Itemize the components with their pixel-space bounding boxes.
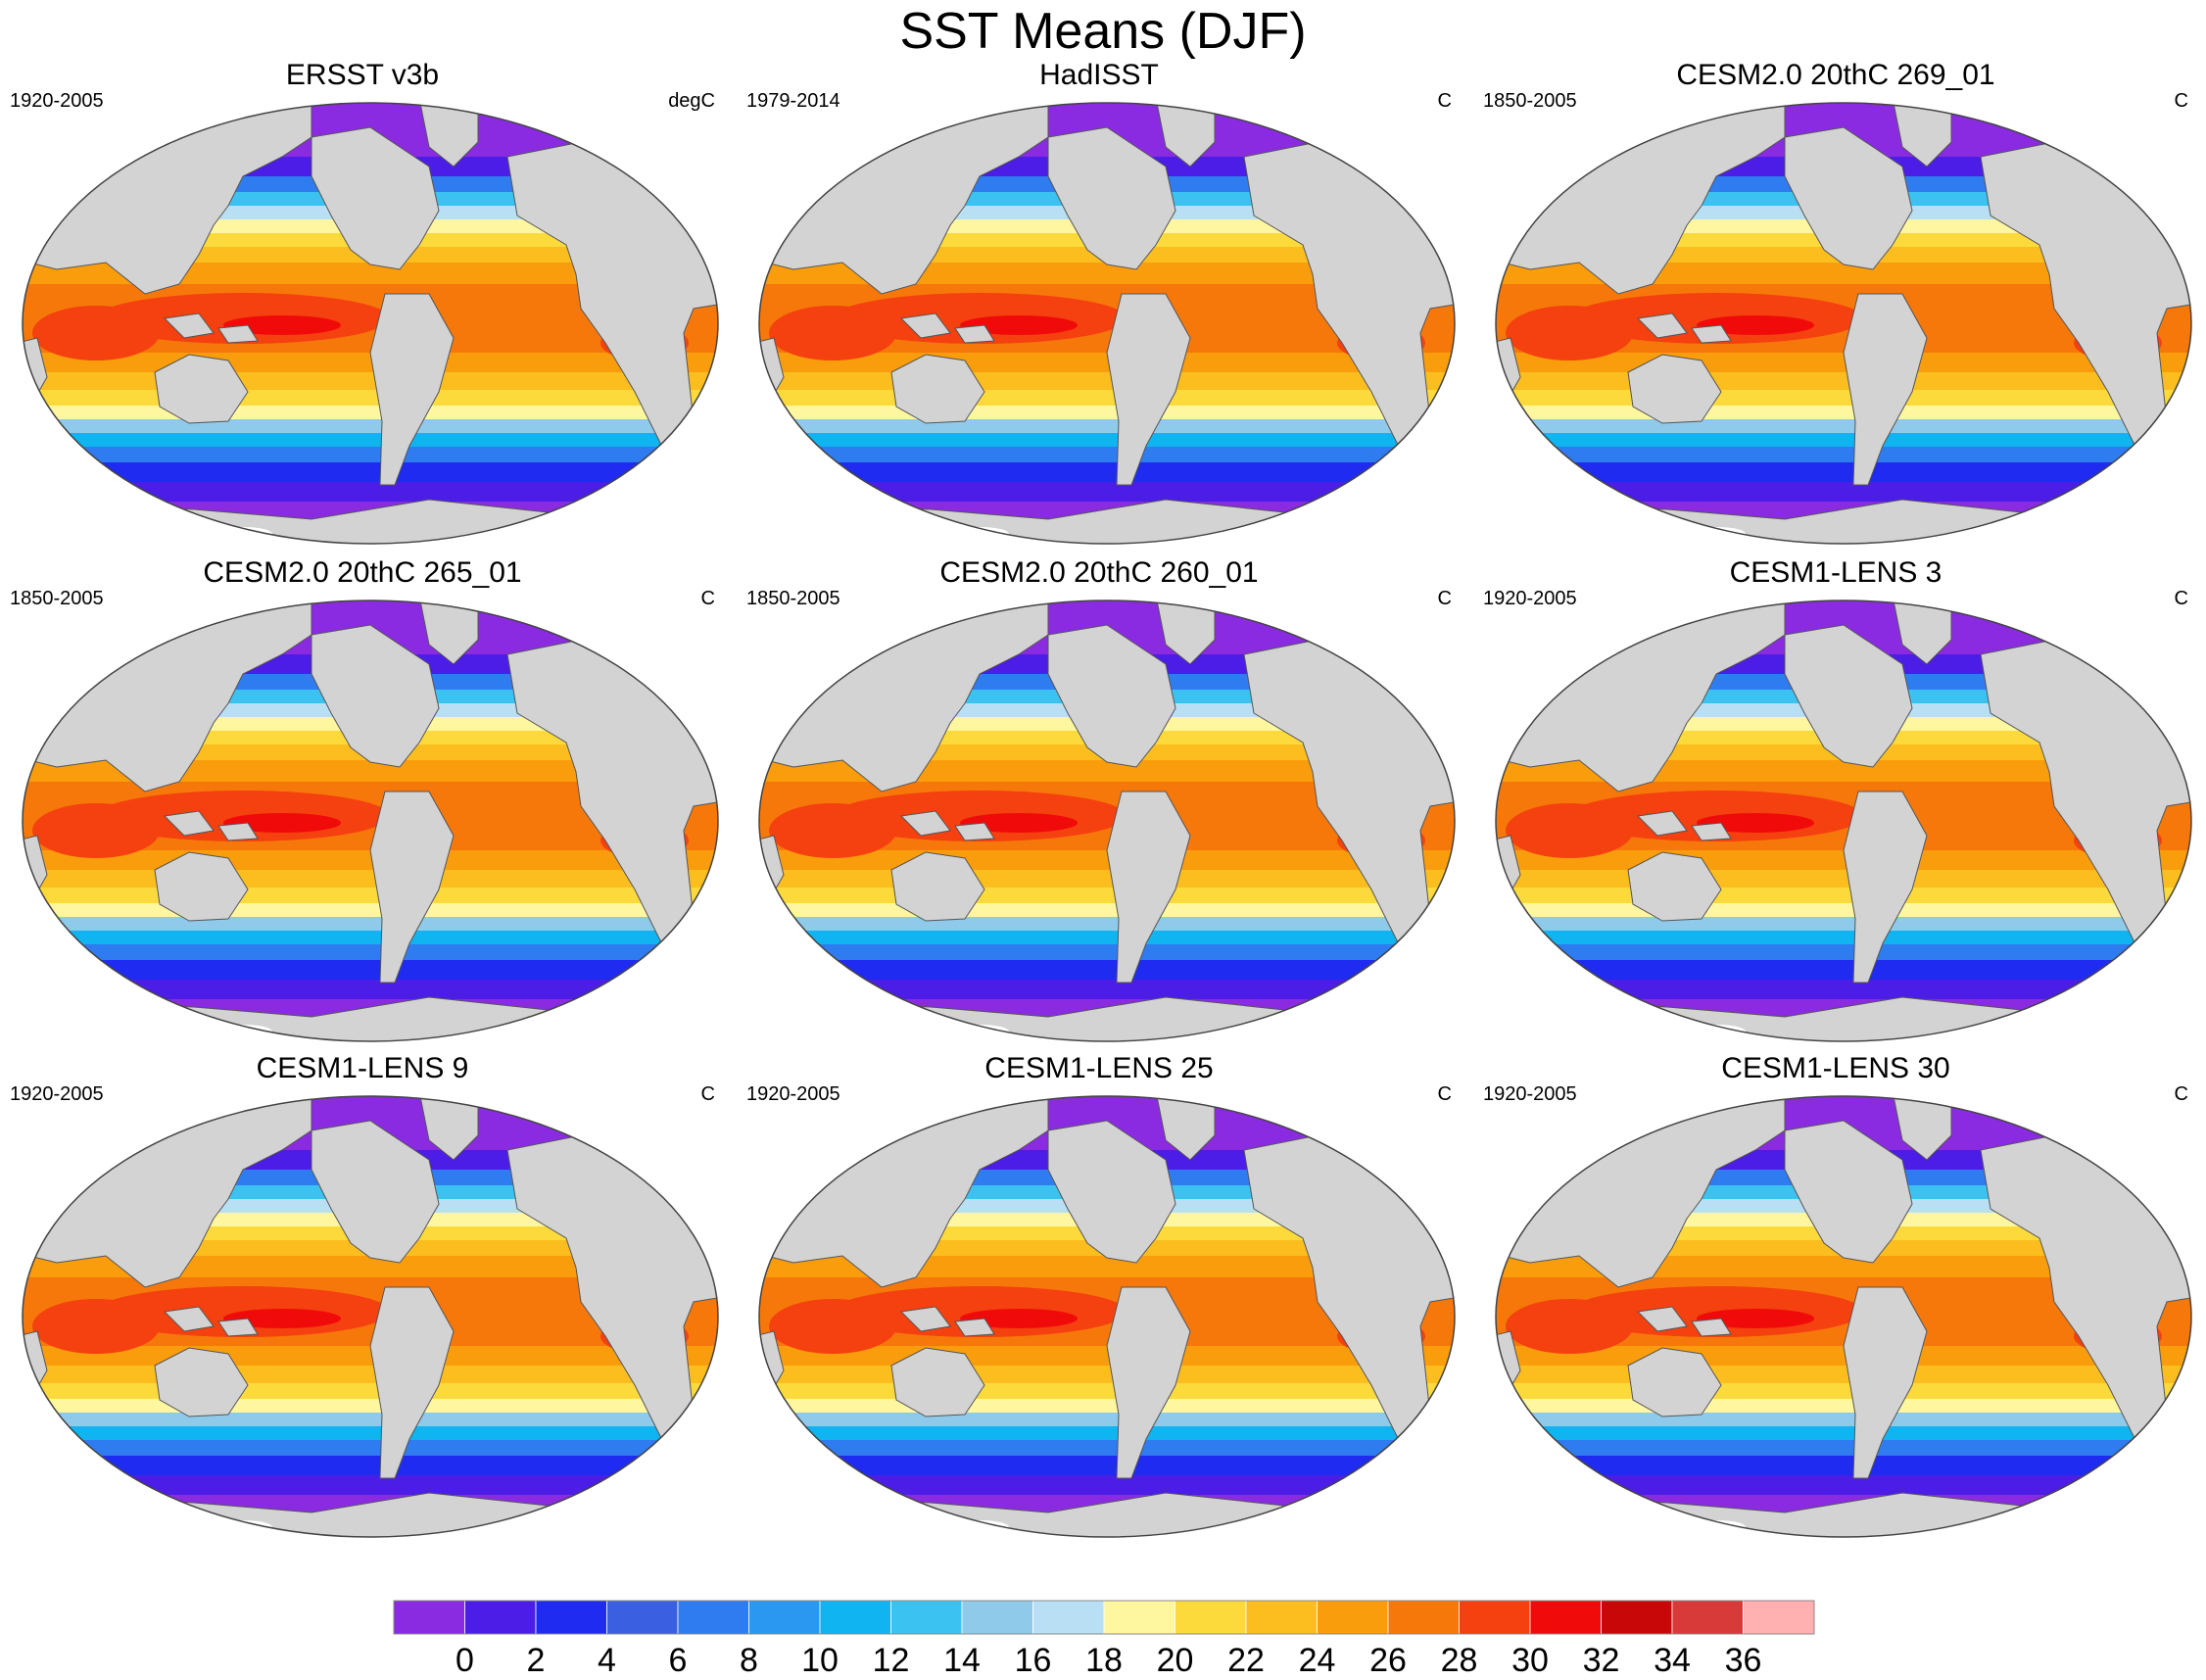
colorbar-tick-label: 2	[527, 1642, 546, 1679]
colorbar-box	[606, 1600, 679, 1635]
panel-title: CESM1-LENS 25	[984, 1052, 1214, 1084]
panel-units: C	[700, 588, 715, 609]
panel-units: degC	[668, 90, 715, 112]
colorbar-box	[1671, 1600, 1744, 1635]
colorbar-tick-label: 14	[943, 1642, 981, 1679]
panel-units: C	[2174, 588, 2188, 609]
colorbar-box	[819, 1600, 891, 1635]
panel-units: C	[2174, 90, 2188, 112]
panel-units: C	[1437, 588, 1452, 609]
panel-period: 1850-2005	[1483, 90, 1577, 112]
panel-period: 1920-2005	[1483, 588, 1577, 609]
panel-title: ERSST v3b	[285, 59, 440, 91]
colorbar-box	[535, 1600, 607, 1635]
colorbar-tick-label: 10	[801, 1642, 839, 1679]
panel-period: 1850-2005	[746, 588, 840, 609]
colorbar-tick-label: 16	[1015, 1642, 1052, 1679]
colorbar-tick-label: 24	[1299, 1642, 1336, 1679]
colorbar-box	[1032, 1600, 1105, 1635]
map-panel-1: ERSST v3b 1920-2005 degC	[0, 59, 725, 549]
sst-map	[1495, 600, 2192, 1042]
colorbar-box	[961, 1600, 1033, 1635]
colorbar-box	[393, 1600, 465, 1635]
map-panel-5: CESM2.0 20thC 260_01 1850-2005 C	[737, 556, 1462, 1046]
colorbar-box	[1317, 1600, 1389, 1635]
colorbar-box	[1387, 1600, 1460, 1635]
sst-map	[758, 1095, 1456, 1538]
colorbar-box	[464, 1600, 537, 1635]
map-panel-6: CESM1-LENS 3 1920-2005 C	[1473, 556, 2198, 1046]
colorbar-tick-label: 0	[456, 1642, 474, 1679]
sst-map	[1495, 1095, 2192, 1538]
map-panel-8: CESM1-LENS 25 1920-2005 C	[737, 1052, 1462, 1542]
sst-map	[22, 1095, 719, 1538]
colorbar-box	[1175, 1600, 1247, 1635]
map-panel-2: HadISST 1979-2014 C	[737, 59, 1462, 549]
panel-title: CESM1-LENS 9	[256, 1052, 469, 1084]
map-panel-9: CESM1-LENS 30 1920-2005 C	[1473, 1052, 2198, 1542]
colorbar-tick-label: 32	[1583, 1642, 1620, 1679]
colorbar-box	[1529, 1600, 1602, 1635]
sst-map	[758, 102, 1456, 545]
colorbar: 0 2 4 6 8 10 12 14 16 18 20 22 24 26 28 30 32 34 36	[393, 1600, 1815, 1679]
panel-title: CESM1-LENS 3	[1729, 556, 1942, 589]
panel-title: CESM2.0 20thC 260_01	[939, 556, 1259, 589]
colorbar-tick-label: 26	[1369, 1642, 1407, 1679]
panel-title: CESM1-LENS 30	[1721, 1052, 1950, 1084]
map-panel-3: CESM2.0 20thC 269_01 1850-2005 C	[1473, 59, 2198, 549]
map-panel-7: CESM1-LENS 9 1920-2005 C	[0, 1052, 725, 1542]
panel-period: 1920-2005	[1483, 1083, 1577, 1105]
panel-title: CESM2.0 20thC 265_01	[203, 556, 522, 589]
panel-period: 1979-2014	[746, 90, 840, 112]
panel-units: C	[700, 1083, 715, 1105]
sst-map	[758, 600, 1456, 1042]
panel-units: C	[1437, 1083, 1452, 1105]
panel-units: C	[1437, 90, 1452, 112]
colorbar-box	[1601, 1600, 1673, 1635]
colorbar-tick-label: 30	[1511, 1642, 1549, 1679]
panel-title: HadISST	[1039, 59, 1159, 91]
colorbar-box	[677, 1600, 749, 1635]
colorbar-tick-label: 34	[1654, 1642, 1691, 1679]
colorbar-tick-label: 4	[598, 1642, 616, 1679]
colorbar-tick-label: 28	[1441, 1642, 1478, 1679]
map-panel-4: CESM2.0 20thC 265_01 1850-2005 C	[0, 556, 725, 1046]
colorbar-box	[1245, 1600, 1318, 1635]
panel-units: C	[2174, 1083, 2188, 1105]
colorbar-box	[1459, 1600, 1531, 1635]
colorbar-tick-label: 36	[1725, 1642, 1762, 1679]
panel-period: 1920-2005	[10, 1083, 104, 1105]
panel-title: CESM2.0 20thC 269_01	[1676, 59, 1995, 91]
colorbar-tick-label: 8	[740, 1642, 758, 1679]
panel-period: 1920-2005	[746, 1083, 840, 1105]
panel-period: 1920-2005	[10, 90, 104, 112]
colorbar-box	[748, 1600, 821, 1635]
colorbar-tick-label: 6	[669, 1642, 688, 1679]
sst-map	[22, 600, 719, 1042]
sst-map	[22, 102, 719, 545]
colorbar-tick-label: 20	[1157, 1642, 1194, 1679]
colorbar-box	[1103, 1600, 1175, 1635]
panel-period: 1850-2005	[10, 588, 104, 609]
colorbar-tick-label: 22	[1227, 1642, 1265, 1679]
colorbar-box	[1743, 1600, 1815, 1635]
colorbar-tick-label: 18	[1085, 1642, 1123, 1679]
colorbar-box	[890, 1600, 963, 1635]
colorbar-tick-label: 12	[873, 1642, 910, 1679]
sst-map	[1495, 102, 2192, 545]
figure-title: SST Means (DJF)	[899, 3, 1307, 60]
